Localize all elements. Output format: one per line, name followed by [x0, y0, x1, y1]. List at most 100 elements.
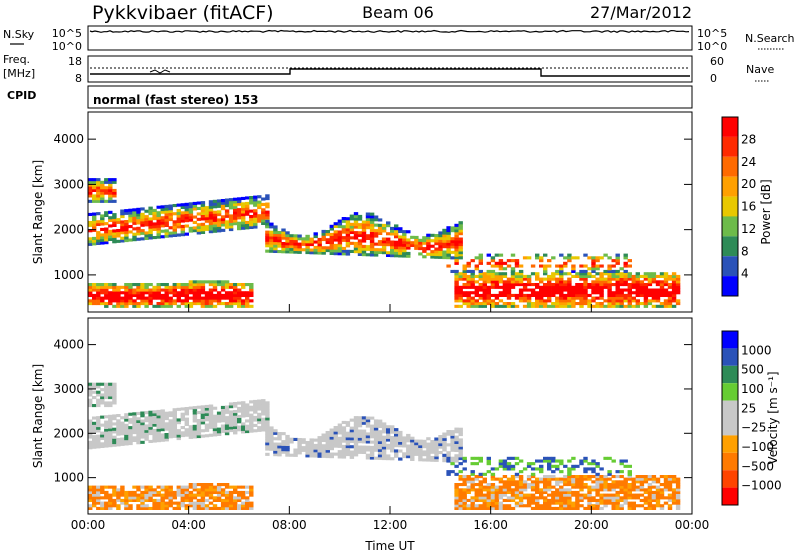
heatmap-cell — [249, 283, 254, 287]
heatmap-cell — [253, 405, 258, 409]
heatmap-cell — [526, 501, 532, 505]
heatmap-cell — [192, 201, 198, 205]
heatmap-cell — [140, 293, 145, 297]
heatmap-cell — [502, 267, 508, 271]
heatmap-cell — [88, 504, 93, 508]
heatmap-cell — [333, 233, 338, 237]
heatmap-cell — [96, 398, 101, 402]
heatmap-cell — [196, 490, 202, 494]
heatmap-cell — [426, 458, 431, 462]
heatmap-cell — [140, 411, 145, 415]
colorbar-tick-label: 24 — [741, 155, 756, 169]
heatmap-cell — [100, 197, 105, 201]
heatmap-cell — [128, 291, 133, 295]
heatmap-cell — [92, 396, 97, 400]
heatmap-cell — [579, 475, 584, 479]
heatmap-cell — [257, 426, 262, 430]
heatmap-cell — [305, 446, 310, 450]
heatmap-cell — [112, 485, 117, 489]
heatmap-cell — [547, 467, 552, 471]
heatmap-cell — [132, 496, 137, 500]
heatmap-cell — [365, 416, 371, 420]
heatmap-cell — [502, 506, 508, 510]
heatmap-cell — [490, 285, 496, 289]
heatmap-cell — [253, 195, 258, 199]
heatmap-cell — [615, 470, 620, 474]
heatmap-cell — [579, 480, 584, 484]
heatmap-cell — [265, 404, 270, 408]
heatmap-cell — [659, 496, 665, 500]
heatmap-cell — [583, 470, 588, 474]
heatmap-cell — [422, 458, 427, 462]
heatmap-cell — [514, 475, 520, 479]
heatmap-cell — [212, 227, 218, 231]
heatmap-cell — [394, 438, 399, 442]
heatmap-cell — [136, 498, 141, 502]
heatmap-cell — [639, 288, 645, 292]
heatmap-cell — [245, 196, 250, 200]
heatmap-cell — [357, 429, 363, 433]
heatmap-cell — [188, 483, 194, 487]
heatmap-cell — [92, 427, 97, 431]
heatmap-cell — [96, 220, 101, 224]
heatmap-cell — [454, 253, 459, 257]
heatmap-cell — [450, 470, 455, 474]
heatmap-cell — [128, 418, 133, 422]
heatmap-cell — [543, 475, 548, 479]
heatmap-cell — [176, 418, 181, 422]
heatmap-cell — [184, 210, 189, 214]
heatmap-cell — [563, 288, 568, 292]
heatmap-cell — [627, 501, 632, 505]
heatmap-cell — [245, 296, 250, 300]
heatmap-cell — [200, 302, 206, 306]
heatmap-cell — [671, 291, 677, 295]
heatmap-cell — [241, 422, 246, 426]
heatmap-cell — [152, 208, 157, 212]
heatmap-cell — [220, 498, 226, 502]
heatmap-cell — [325, 431, 330, 435]
colorbar-tick-label: 500 — [741, 363, 764, 377]
heatmap-cell — [567, 277, 572, 281]
heatmap-cell — [148, 485, 153, 489]
colorbar-swatch — [722, 176, 738, 197]
heatmap-cell — [132, 415, 137, 419]
heatmap-cell — [535, 272, 540, 276]
heatmap-cell — [559, 480, 564, 484]
heatmap-cell — [386, 433, 391, 437]
heatmap-cell — [575, 272, 580, 276]
heatmap-cell — [442, 234, 447, 238]
heatmap-cell — [635, 299, 640, 303]
heatmap-cell — [353, 217, 359, 221]
heatmap-cell — [281, 236, 286, 240]
heatmap-cell — [208, 409, 214, 413]
heatmap-cell — [176, 437, 181, 441]
heatmap-cell — [104, 241, 109, 245]
heatmap-cell — [345, 252, 351, 256]
heatmap-cell — [108, 401, 113, 405]
heatmap-cell — [100, 238, 105, 242]
heatmap-cell — [655, 304, 661, 308]
heatmap-cell — [559, 501, 564, 505]
heatmap-cell — [108, 444, 113, 448]
heatmap-cell — [96, 506, 101, 510]
heatmap-cell — [369, 234, 375, 238]
heatmap-cell — [156, 498, 161, 502]
heatmap-cell — [120, 225, 125, 229]
heatmap-cell — [96, 393, 101, 397]
heatmap-cell — [591, 475, 596, 479]
heatmap-cell — [152, 431, 157, 435]
heatmap-cell — [112, 221, 117, 225]
heatmap-cell — [192, 299, 198, 303]
heatmap-cell — [418, 244, 423, 248]
heatmap-cell — [667, 304, 673, 308]
heatmap-cell — [623, 261, 628, 265]
heatmap-cell — [458, 438, 463, 442]
heatmap-cell — [390, 425, 395, 429]
heatmap-cell — [506, 296, 512, 300]
heatmap-cell — [603, 493, 608, 497]
heatmap-cell — [188, 501, 194, 505]
heatmap-cell — [591, 496, 596, 500]
heatmap-cell — [100, 188, 105, 192]
heatmap-cell — [96, 498, 101, 502]
heatmap-cell — [361, 236, 367, 240]
